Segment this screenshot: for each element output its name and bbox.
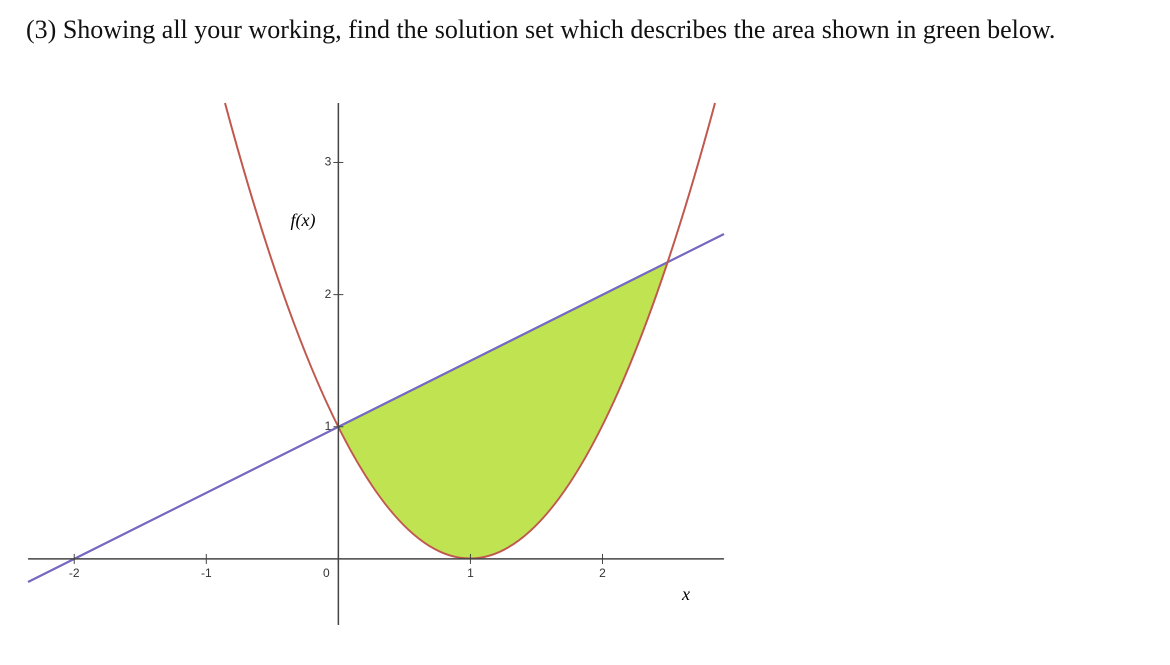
- y-tick-label: 3: [325, 155, 332, 169]
- x-axis-label: x: [681, 584, 690, 604]
- line: [27, 233, 725, 583]
- y-tick-label: 1: [325, 419, 332, 433]
- question: (3) Showing all your working, find the s…: [26, 15, 1056, 44]
- y-axis-label: f(x): [291, 210, 316, 231]
- y-tick-label: 2: [325, 287, 332, 301]
- x-tick-label: 2: [599, 566, 606, 580]
- x-tick-label: -2: [69, 566, 80, 580]
- x-tick-label: -1: [201, 566, 212, 580]
- green-region: [338, 262, 668, 559]
- x-tick-label: 0: [323, 566, 330, 580]
- x-tick-label: 1: [467, 566, 474, 580]
